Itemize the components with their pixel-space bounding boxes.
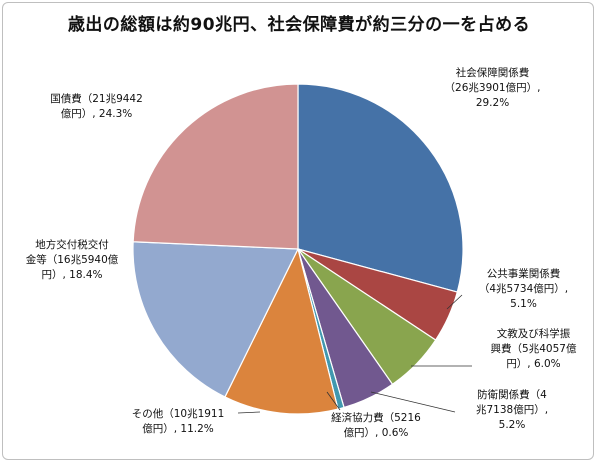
- leader-line-2: [446, 294, 463, 310]
- data-label-3: 文教及び科学振 興費（5兆4057億 円）, 6.0%: [490, 328, 577, 370]
- data-label-1: 社会保障関係費 （26兆3901億円）, 29.2%: [444, 67, 541, 109]
- pie-slice-8: [132, 83, 299, 250]
- pie-slice-1: [297, 83, 464, 293]
- pie-slice-6: [224, 247, 339, 415]
- data-label-7: 地方交付税交付 金等（16兆5940億 円）, 18.4%: [25, 239, 119, 281]
- leader-line-6: [237, 411, 261, 414]
- data-label-2: 公共事業関係費 （4兆5734億円）, 5.1%: [478, 268, 569, 310]
- data-label-6: その他（10兆1911 億円）, 11.2%: [131, 408, 225, 435]
- data-label-8: 国債費（21兆9442 億円）, 24.3%: [50, 93, 143, 120]
- leader-line-5: [326, 391, 341, 411]
- leader-line-4: [370, 391, 456, 413]
- pie-slice-7: [132, 241, 299, 398]
- chart-title: 歳出の総額は約90兆円、社会保障費が約三分の一を占める: [67, 15, 531, 35]
- data-label-4: 防衛関係費（4 兆7138億円）, 5.2%: [475, 389, 549, 431]
- data-label-5: 経済協力費（5216 億円）, 0.6%: [331, 412, 421, 439]
